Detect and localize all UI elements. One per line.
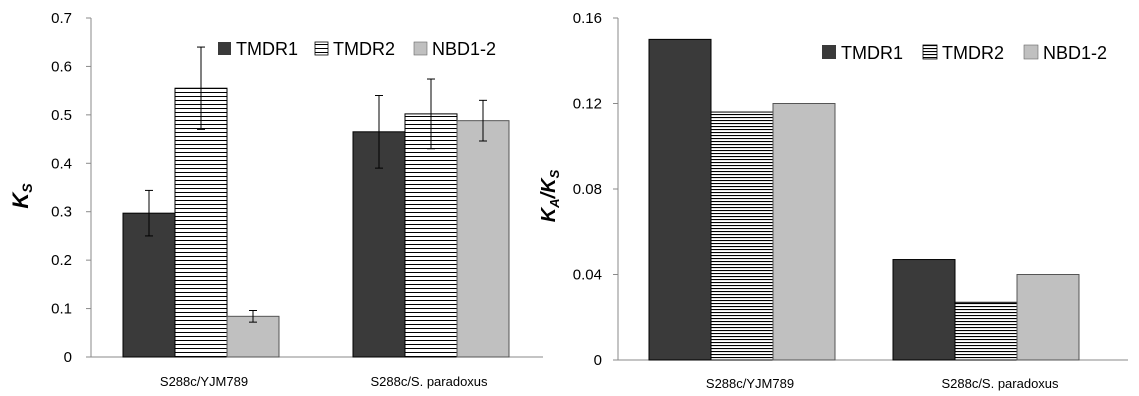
y-tick-label: 0.3 [51,204,72,221]
bars-left [122,87,510,358]
legend-swatch-tmdr1 [218,42,231,55]
x-labels-right: S288c/YJM789 S288c/S. paradoxus [706,376,1059,391]
chart-right: KA/KS 00.040.080.120.16 S288c/YJM789 S28… [538,10,1128,391]
y-tick-label: 0.12 [573,96,602,113]
legend-label-tmdr2: TMDR2 [333,39,395,59]
legend-swatch-nbd12 [413,41,428,56]
bar-tmdr1-s288c-s-paradoxus [352,131,406,358]
legend-label-tmdr1-right: TMDR1 [841,43,903,63]
legend-label-tmdr1: TMDR1 [236,39,298,59]
x-label-paradoxus-right: S288c/S. paradoxus [941,376,1059,391]
y-axis-label-sub: S [19,183,35,193]
error-bar-nbd1-2-s288c-yjm789 [249,310,257,323]
y-axis-label-left: KS [8,183,35,209]
bar-tmdr1-s288c-yjm789 [648,38,712,361]
x-label-yjm789: S288c/YJM789 [160,374,248,389]
svg-text:KA/KS: KA/KS [538,169,562,222]
y-axis-label-ka: K [538,206,560,222]
y-tick-label: 0.04 [573,267,602,284]
bar-tmdr1-s288c-yjm789 [122,212,176,358]
bar-tmdr2-s288c-yjm789 [710,111,774,361]
y-tick-label: 0.4 [51,155,72,172]
y-tick-label: 0.08 [573,181,602,198]
bar-nbd1-2-s288c-s-paradoxus [1016,274,1080,361]
y-tick-label: 0 [594,352,602,369]
y-axis-label-slash: / [538,190,560,199]
legend-left: TMDR1 TMDR2 NBD1-2 [218,39,496,59]
bar-tmdr2-s288c-yjm789 [174,87,228,358]
legend-swatch-nbd12-right [1023,44,1039,60]
error-bar-nbd1-2-s288c-s-paradoxus [479,99,487,142]
error-bar-tmdr2-s288c-yjm789 [197,46,205,130]
x-label-yjm789-right: S288c/YJM789 [706,376,794,391]
y-tick-label: 0.6 [51,58,72,75]
y-tick-label: 0.1 [51,301,72,318]
error-bar-tmdr1-s288c-s-paradoxus [375,94,383,169]
bar-nbd1-2-s288c-yjm789 [226,315,280,358]
legend-swatch-tmdr1-right [822,45,836,59]
legend-label-nbd12-right: NBD1-2 [1043,43,1107,63]
bars-right [648,38,1080,361]
chart-left: KS 0 0.1 0.2 0.3 0.4 0.5 0.6 0.7 S288c/YJM789 S… [8,10,543,389]
legend-right: TMDR1 TMDR2 NBD1-2 [822,43,1107,63]
error-bar-tmdr2-s288c-s-paradoxus [427,78,435,150]
y-tick-label: 0 [64,349,72,366]
y-ticks-right: 0 0.04 0.08 0.12 0.16 [573,10,618,369]
y-ticks-left: 0 0.1 0.2 0.3 0.4 0.5 0.6 0.7 [51,10,91,366]
y-tick-label: 0.16 [573,10,602,27]
y-axis-label-right: KA/KS [538,169,562,222]
y-tick-label: 0.7 [51,10,72,27]
x-labels-left: S288c/YJM789 S288c/S. paradoxus [160,374,488,389]
bar-nbd1-2-s288c-yjm789 [772,103,836,361]
y-tick-label: 0.2 [51,252,72,269]
y-axis-label-ka-sub: A [547,198,562,208]
y-tick-label: 0.5 [51,107,72,124]
legend-label-tmdr2-right: TMDR2 [942,43,1004,63]
errorbars-left [145,46,487,323]
bar-nbd1-2-s288c-s-paradoxus [456,120,510,358]
legend-label-nbd12: NBD1-2 [432,39,496,59]
bar-tmdr2-s288c-s-paradoxus [404,113,458,358]
y-axis-label-ks-sub: S [547,169,562,178]
legend-swatch-tmdr2 [314,41,329,56]
y-axis-label-ks: K [538,177,560,193]
bar-tmdr2-s288c-s-paradoxus [954,301,1018,361]
bar-tmdr1-s288c-s-paradoxus [892,259,956,361]
legend-swatch-tmdr2-right [922,44,938,60]
svg-text:KS: KS [8,183,35,209]
y-axis-label-main: K [8,191,33,209]
x-label-paradoxus: S288c/S. paradoxus [370,374,488,389]
error-bar-tmdr1-s288c-yjm789 [145,189,153,237]
